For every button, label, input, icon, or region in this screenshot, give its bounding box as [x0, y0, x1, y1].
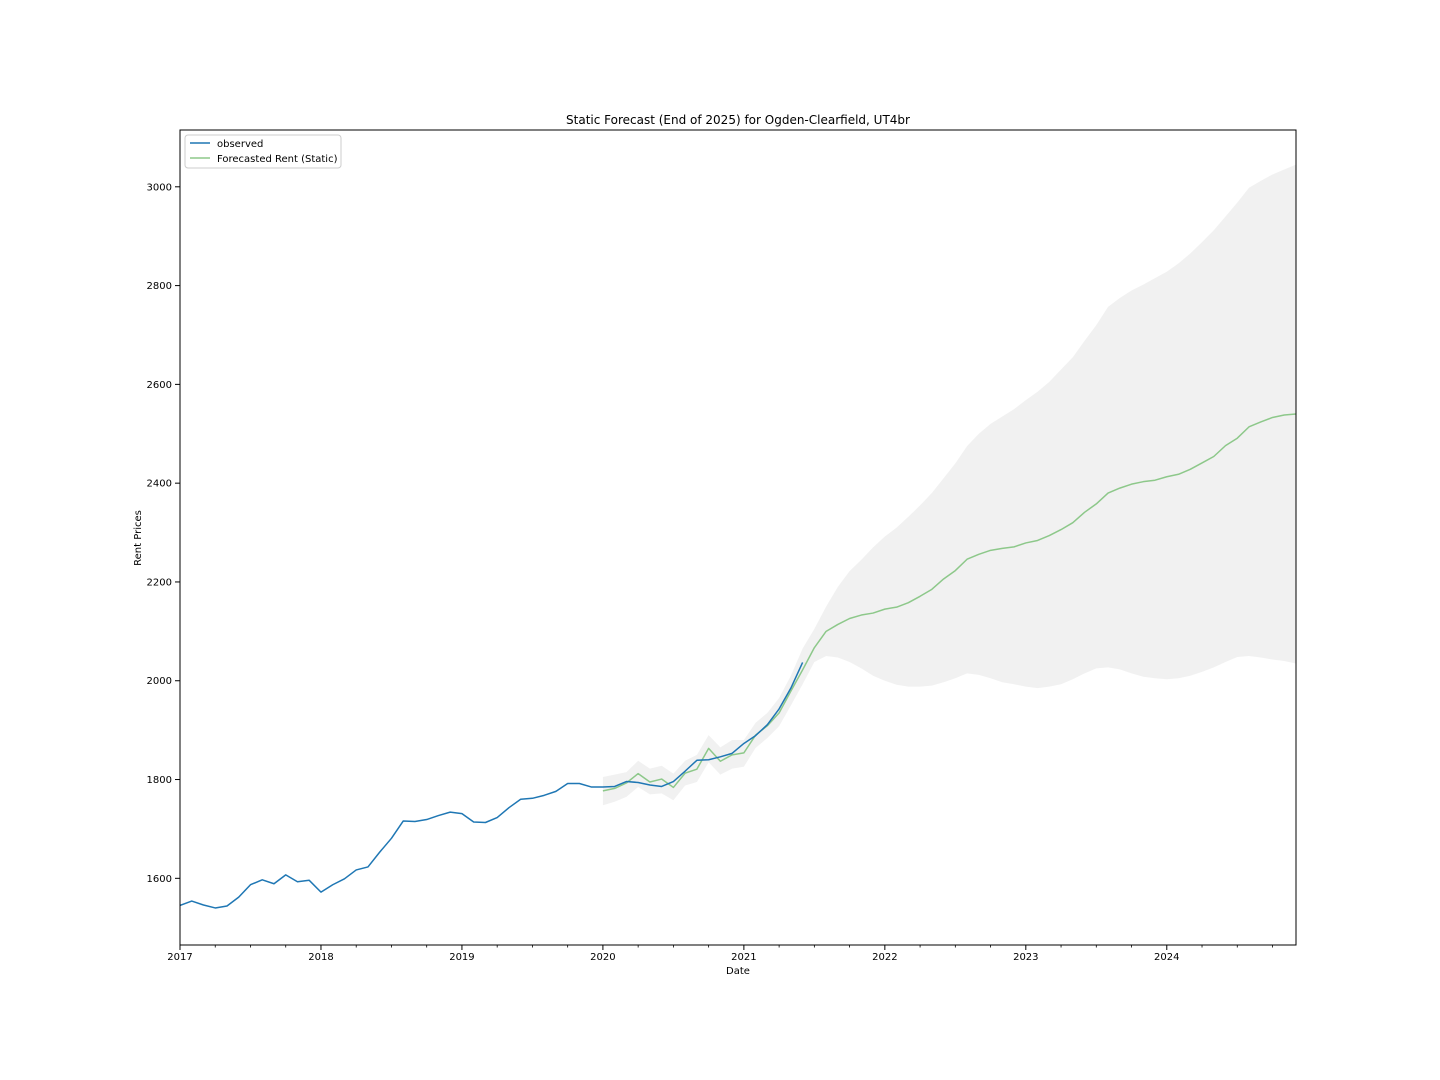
legend-label-forecast: Forecasted Rent (Static) — [217, 154, 338, 165]
y-axis-label: Rent Prices — [133, 510, 144, 566]
x-tick-label: 2018 — [308, 952, 333, 963]
x-tick-label: 2024 — [1154, 952, 1179, 963]
y-tick-label: 3000 — [147, 182, 172, 193]
legend-label-observed: observed — [217, 139, 263, 150]
y-tick-label: 2800 — [147, 281, 172, 292]
x-tick-label: 2021 — [731, 952, 756, 963]
series-observed-line — [180, 662, 804, 909]
y-tick-label: 1600 — [147, 874, 172, 885]
x-tick-label: 2017 — [167, 952, 192, 963]
x-tick-label: 2022 — [872, 952, 897, 963]
y-axis: 1600 1800 2000 2200 2400 2600 2800 3000 — [147, 182, 180, 885]
confidence-band-layer — [602, 164, 1296, 806]
chart-title: Static Forecast (End of 2025) for Ogden-… — [566, 113, 910, 127]
x-tick-label: 2023 — [1013, 952, 1038, 963]
series-layer — [180, 413, 1296, 909]
legend: observed Forecasted Rent (Static) — [184, 134, 342, 169]
x-axis-label: Date — [726, 966, 750, 977]
x-axis: 2017 2018 2019 2020 2021 2022 2023 2024 — [167, 945, 1273, 963]
y-tick-label: 2200 — [147, 577, 172, 588]
plot-frame — [179, 129, 1297, 946]
confidence-band — [602, 164, 1296, 806]
x-tick-label: 2019 — [449, 952, 474, 963]
y-tick-label: 2600 — [147, 380, 172, 391]
x-tick-label: 2020 — [590, 952, 615, 963]
y-tick-label: 1800 — [147, 775, 172, 786]
legend-box — [184, 134, 342, 169]
y-tick-label: 2400 — [147, 479, 172, 490]
series-forecast-line — [602, 413, 1296, 792]
y-tick-label: 2000 — [147, 676, 172, 687]
plot-area — [179, 129, 1297, 946]
